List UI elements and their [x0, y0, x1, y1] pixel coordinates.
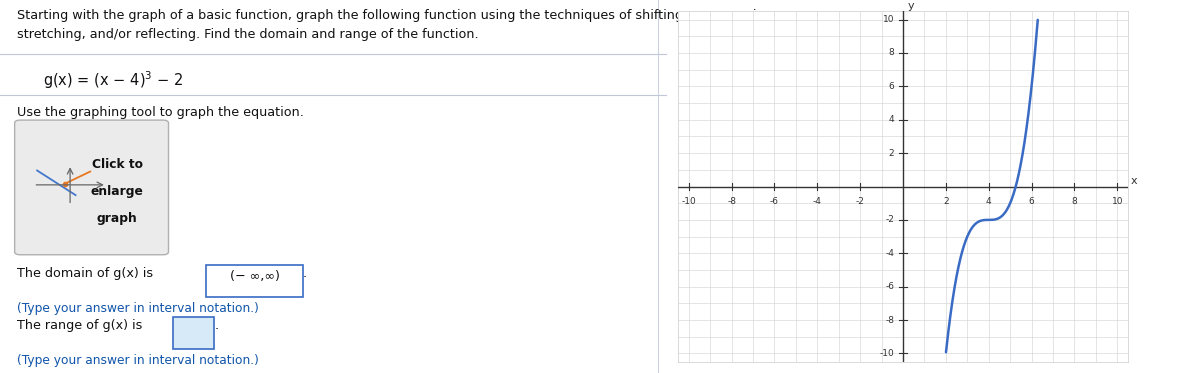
Text: Starting with the graph of a basic function, graph the following function using : Starting with the graph of a basic funct… [17, 9, 776, 22]
Text: (− ∞,∞): (− ∞,∞) [230, 270, 280, 283]
Text: 8: 8 [1072, 197, 1078, 206]
Text: 6: 6 [1028, 197, 1034, 206]
Text: 8: 8 [889, 48, 894, 57]
Text: Click to: Click to [92, 158, 143, 171]
Text: 10: 10 [1111, 197, 1123, 206]
Text: The range of g(x) is: The range of g(x) is [17, 319, 146, 332]
Text: -10: -10 [880, 349, 894, 358]
FancyBboxPatch shape [206, 265, 304, 297]
Text: -10: -10 [682, 197, 696, 206]
Text: 10: 10 [883, 15, 894, 24]
Text: -6: -6 [770, 197, 779, 206]
FancyBboxPatch shape [173, 317, 215, 349]
FancyBboxPatch shape [14, 120, 168, 255]
Text: Use the graphing tool to graph the equation.: Use the graphing tool to graph the equat… [17, 106, 304, 119]
Text: stretching, and/or reflecting. Find the domain and range of the function.: stretching, and/or reflecting. Find the … [17, 28, 479, 41]
Text: x: x [1132, 176, 1138, 186]
Text: -4: -4 [812, 197, 822, 206]
Text: enlarge: enlarge [91, 185, 144, 198]
Text: y: y [907, 1, 914, 11]
Text: 2: 2 [943, 197, 949, 206]
Text: The domain of g(x) is: The domain of g(x) is [17, 267, 157, 280]
Text: g(x) = (x $-$ 4)$^3$ $-$ 2: g(x) = (x $-$ 4)$^3$ $-$ 2 [43, 69, 184, 91]
Text: 4: 4 [889, 115, 894, 124]
Text: 2: 2 [889, 148, 894, 158]
Text: 4: 4 [986, 197, 991, 206]
Text: (Type your answer in interval notation.): (Type your answer in interval notation.) [17, 354, 258, 367]
Text: -2: -2 [856, 197, 864, 206]
Text: graph: graph [97, 212, 138, 225]
Text: 6: 6 [889, 82, 894, 91]
Text: -6: -6 [886, 282, 894, 291]
Text: .: . [215, 319, 220, 332]
Text: -2: -2 [886, 215, 894, 225]
Text: .: . [304, 267, 307, 280]
Text: -8: -8 [886, 316, 894, 325]
Text: (Type your answer in interval notation.): (Type your answer in interval notation.) [17, 302, 258, 315]
Text: -4: -4 [886, 249, 894, 258]
Text: -8: -8 [727, 197, 736, 206]
